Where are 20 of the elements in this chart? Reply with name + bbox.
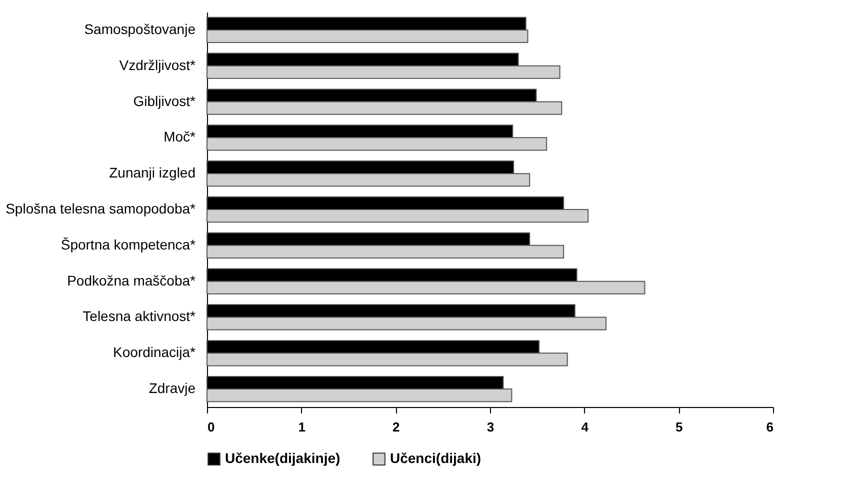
x-tick-label: 2 [392, 420, 400, 434]
y-tick-label: Moč* [164, 128, 196, 145]
legend-label: Učenci(dijaki) [390, 450, 482, 466]
y-tick-label: Koordinacija* [113, 344, 196, 360]
x-tick-label: 4 [581, 420, 590, 434]
y-tick-label: Samospoštovanje [84, 20, 196, 37]
y-tick-label: Gibljivost* [133, 92, 196, 109]
y-tick-label: Vzdržljivost* [119, 56, 196, 73]
legend-label: Učenke(dijakinje) [225, 450, 340, 466]
x-tick-label: 3 [486, 420, 494, 434]
y-tick-label: Zdravje [148, 380, 196, 396]
y-tick-label: Zunanji izgled [109, 164, 196, 181]
x-tick-label: 1 [298, 420, 306, 434]
y-tick-label: Podkožna maščoba* [67, 272, 196, 288]
y-tick-label: Splošna telesna samopodoba* [6, 200, 196, 216]
x-tick-label: 6 [766, 420, 774, 434]
x-tick-label: 5 [676, 420, 683, 434]
y-tick-label: Športna kompetenca* [60, 236, 196, 252]
y-tick-label: Telesna aktivnost* [82, 308, 196, 324]
x-tick-label: 0 [208, 420, 215, 434]
